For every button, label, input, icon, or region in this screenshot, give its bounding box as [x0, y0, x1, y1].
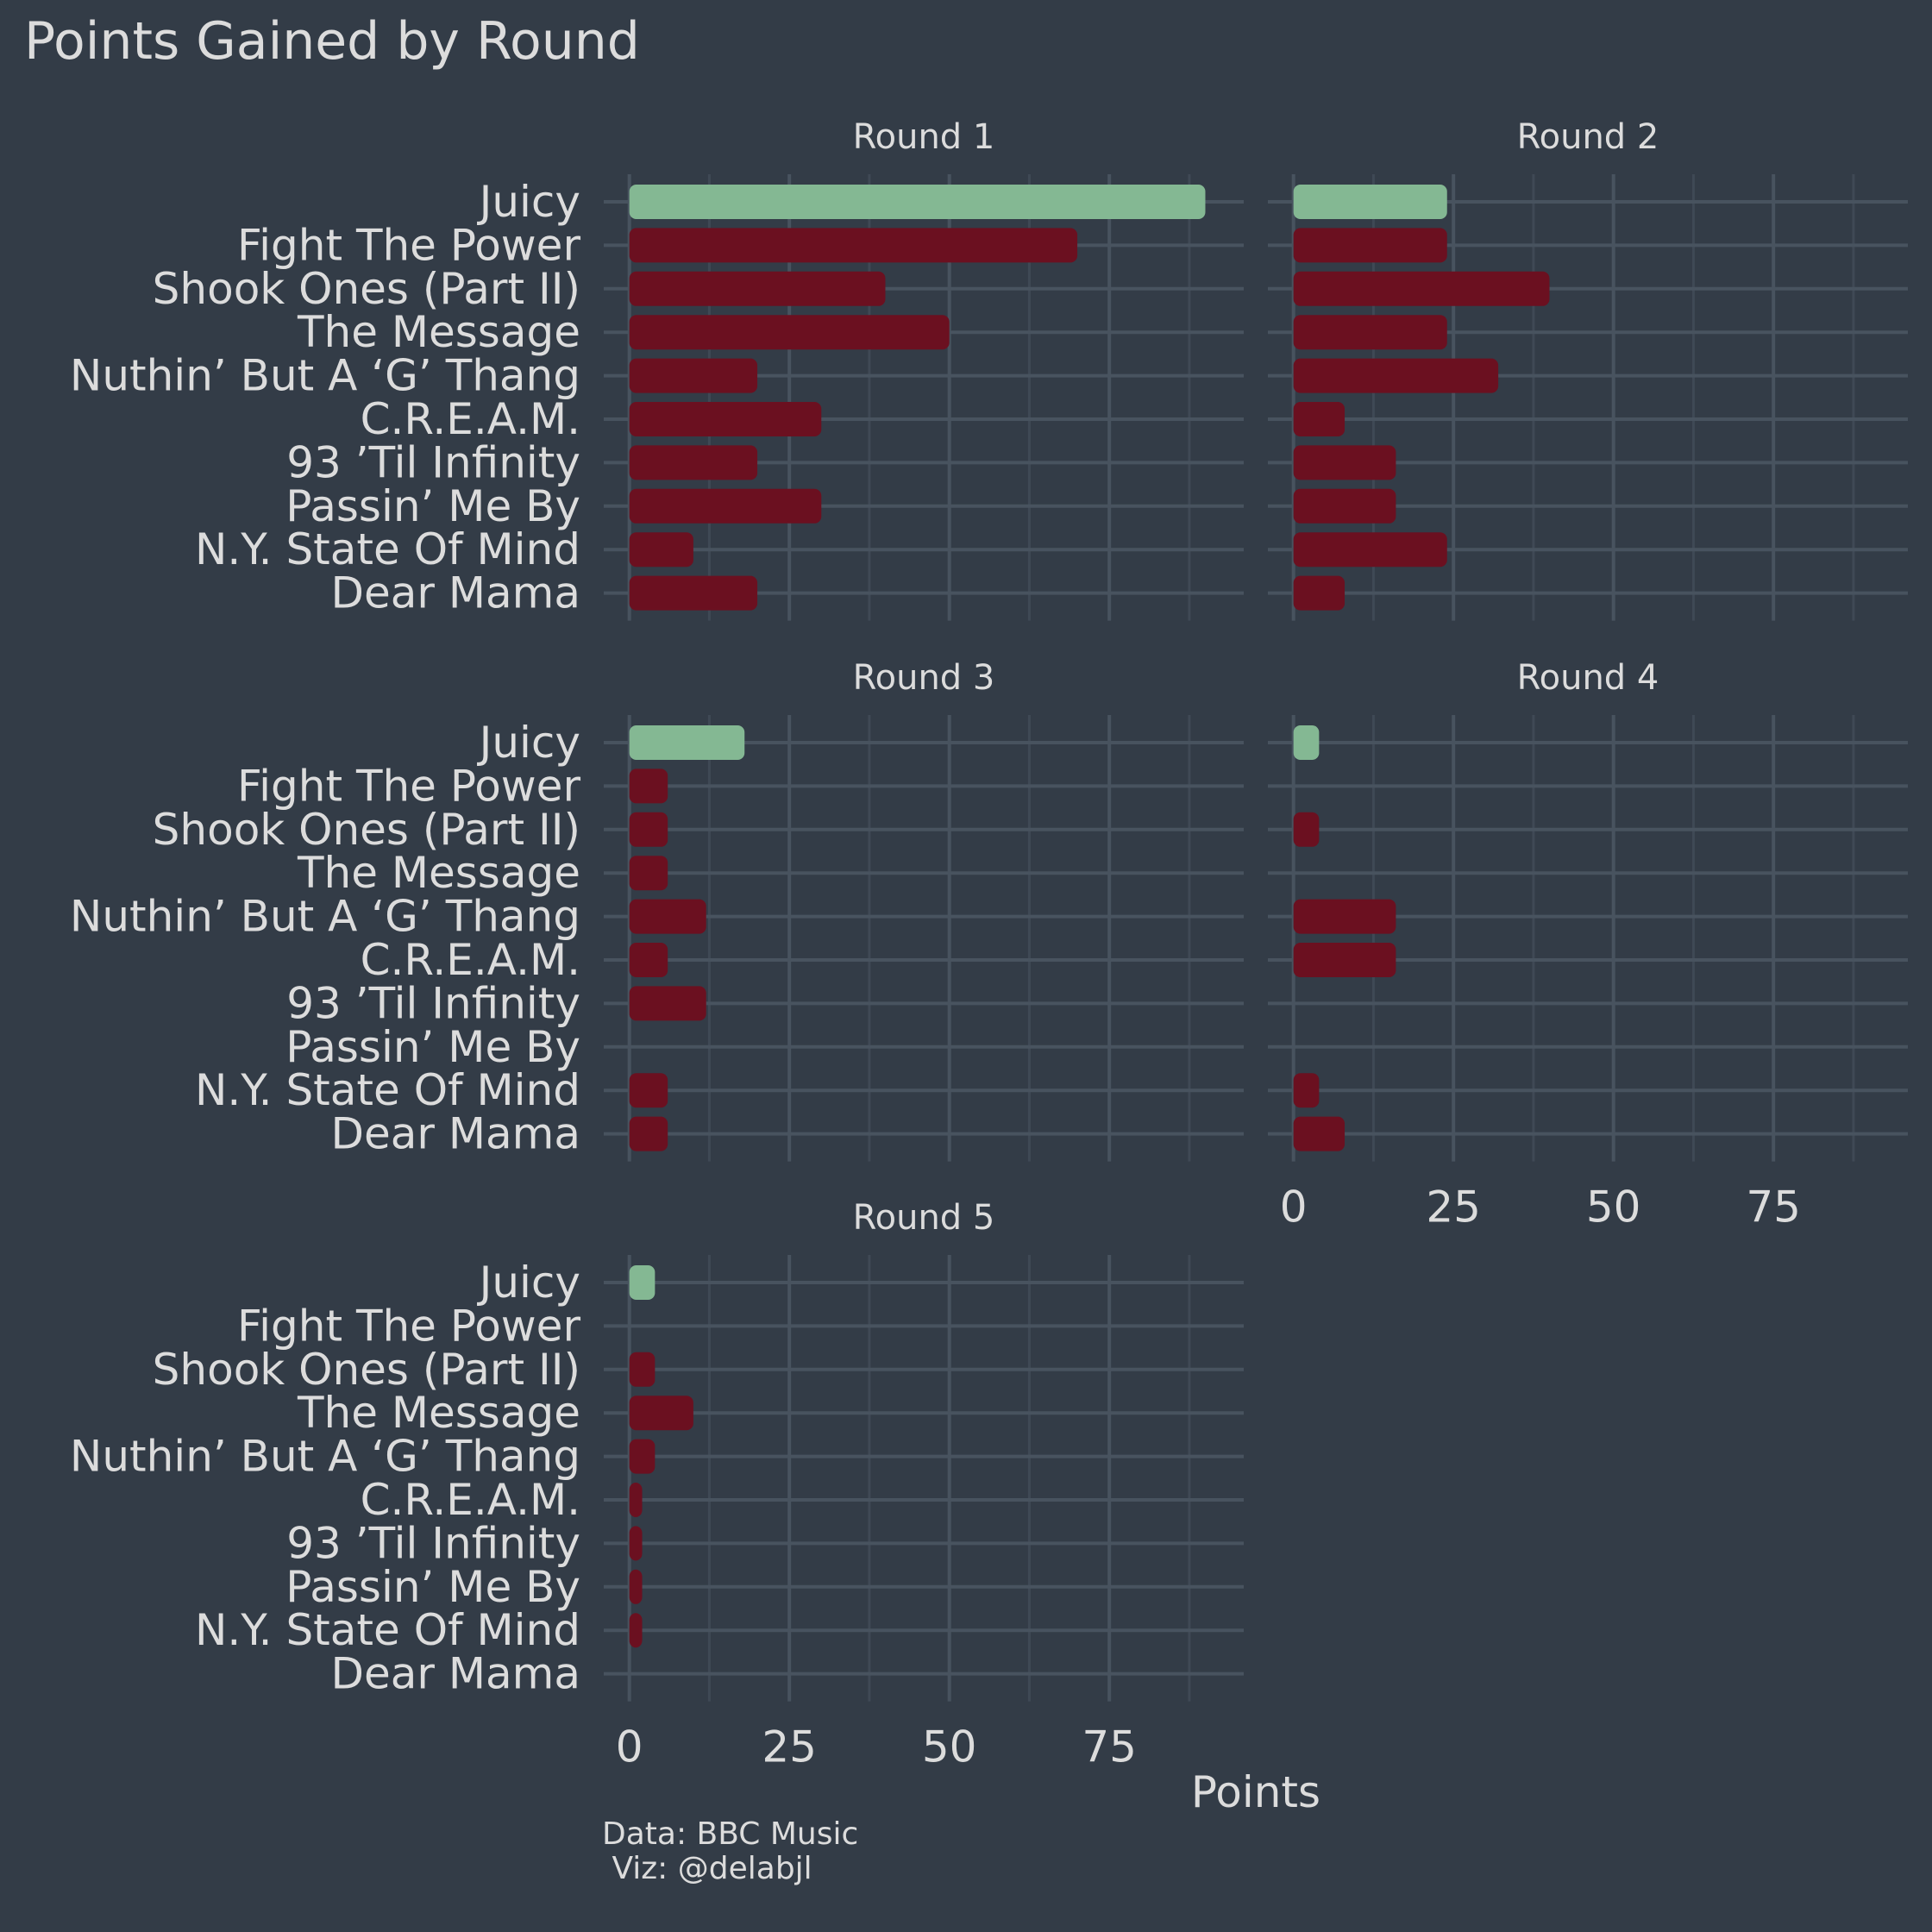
bar-c-r-e-a-m — [629, 943, 668, 977]
bar-n-y-state-of-mind — [629, 1073, 668, 1108]
panel-title: Round 5 — [853, 1198, 995, 1238]
bar-passin-me-by — [629, 1569, 643, 1604]
x-tick-label: 50 — [1586, 1182, 1641, 1233]
bar-juicy — [1293, 725, 1320, 760]
song-label: Shook Ones (Part II) — [153, 1345, 580, 1395]
bar-c-r-e-a-m — [1293, 402, 1346, 436]
song-label: Dear Mama — [331, 568, 580, 618]
bar-93-til-infinity — [629, 1526, 643, 1561]
bar-93-til-infinity — [629, 445, 758, 480]
song-label: Dear Mama — [331, 1109, 580, 1159]
bar-c-r-e-a-m — [629, 402, 822, 436]
song-label: 93 ’Til Infinity — [286, 1518, 580, 1568]
bar-nuthin-but-a-g-thang — [629, 899, 706, 934]
chart-title: Points Gained by Round — [24, 11, 640, 72]
x-tick-label: 0 — [616, 1722, 643, 1772]
song-label: 93 ’Til Infinity — [286, 978, 580, 1028]
panel-title: Round 3 — [853, 658, 995, 698]
song-label: Passin’ Me By — [285, 481, 580, 531]
x-tick-label: 0 — [1280, 1182, 1308, 1233]
bar-93-til-infinity — [1293, 445, 1396, 480]
bar-shook-ones-part-ii — [1293, 812, 1320, 847]
bar-the-message — [629, 315, 950, 350]
song-label: Fight The Power — [237, 1301, 580, 1351]
bar-shook-ones-part-ii — [1293, 271, 1550, 306]
song-label: Passin’ Me By — [285, 1562, 580, 1612]
bar-the-message — [629, 856, 668, 891]
x-tick-label: 75 — [1082, 1722, 1137, 1772]
caption-viz-credit: Viz: @delabjl — [602, 1851, 812, 1886]
bar-dear-mama — [629, 575, 758, 611]
song-label: Shook Ones (Part II) — [153, 805, 580, 855]
bar-the-message — [629, 1396, 693, 1431]
bar-fight-the-power — [629, 768, 668, 804]
bar-fight-the-power — [1293, 228, 1447, 263]
bar-juicy — [1293, 185, 1447, 219]
bar-dear-mama — [1293, 1116, 1346, 1151]
bar-nuthin-but-a-g-thang — [1293, 358, 1499, 393]
x-tick-label: 50 — [922, 1722, 977, 1772]
bar-n-y-state-of-mind — [629, 532, 693, 568]
bar-shook-ones-part-ii — [629, 812, 668, 847]
bar-93-til-infinity — [629, 986, 706, 1021]
song-label: C.R.E.A.M. — [361, 394, 580, 444]
bar-nuthin-but-a-g-thang — [629, 358, 758, 393]
song-label: N.Y. State Of Mind — [195, 1605, 580, 1655]
bar-dear-mama — [629, 1116, 668, 1151]
facet-panel-round-4: Round 4 0 25 50 75 — [1268, 658, 1908, 1233]
bar-passin-me-by — [629, 488, 822, 524]
song-label: N.Y. State Of Mind — [195, 524, 580, 574]
song-label: Fight The Power — [237, 761, 580, 811]
song-label: C.R.E.A.M. — [361, 935, 580, 985]
bar-juicy — [629, 185, 1206, 219]
bar-fight-the-power — [629, 228, 1078, 263]
x-axis-title: Points — [1191, 1767, 1320, 1817]
bar-juicy — [629, 725, 745, 760]
bar-n-y-state-of-mind — [1293, 1073, 1320, 1108]
song-label: Nuthin’ But A ‘G’ Thang — [70, 892, 580, 942]
caption-data-source: Data: BBC Music — [602, 1816, 858, 1852]
bar-shook-ones-part-ii — [629, 271, 886, 306]
song-label: N.Y. State Of Mind — [195, 1065, 580, 1115]
x-tick-label: 25 — [762, 1722, 817, 1772]
song-label: Dear Mama — [331, 1649, 580, 1699]
bar-the-message — [1293, 315, 1447, 350]
song-label: The Message — [297, 307, 580, 357]
song-label: Juicy — [477, 718, 580, 768]
song-label: Shook Ones (Part II) — [153, 264, 580, 314]
panel-title: Round 4 — [1517, 658, 1659, 698]
bar-juicy — [629, 1265, 656, 1300]
bar-dear-mama — [1293, 575, 1346, 611]
x-tick-label: 25 — [1426, 1182, 1481, 1233]
panel-title: Round 1 — [853, 117, 995, 157]
panel-title: Round 2 — [1517, 117, 1659, 157]
song-label: 93 ’Til Infinity — [286, 437, 580, 487]
song-label: Nuthin’ But A ‘G’ Thang — [70, 351, 580, 401]
song-label: Juicy — [477, 1258, 580, 1308]
song-label: The Message — [297, 848, 580, 898]
bar-shook-ones-part-ii — [629, 1352, 656, 1387]
song-label: Fight The Power — [237, 220, 580, 270]
bar-c-r-e-a-m — [1293, 943, 1396, 977]
song-label: The Message — [297, 1388, 580, 1438]
bar-c-r-e-a-m — [629, 1483, 643, 1517]
song-label: Juicy — [477, 177, 580, 227]
song-label: Nuthin’ But A ‘G’ Thang — [70, 1432, 580, 1482]
song-label: C.R.E.A.M. — [361, 1475, 580, 1525]
bar-nuthin-but-a-g-thang — [629, 1439, 656, 1474]
x-tick-label: 75 — [1746, 1182, 1801, 1233]
bar-n-y-state-of-mind — [629, 1613, 643, 1648]
bar-passin-me-by — [1293, 488, 1396, 524]
bar-n-y-state-of-mind — [1293, 532, 1447, 568]
facet-panel-round-2: Round 2 — [1268, 117, 1908, 621]
song-label: Passin’ Me By — [285, 1022, 580, 1072]
bar-nuthin-but-a-g-thang — [1293, 899, 1396, 934]
